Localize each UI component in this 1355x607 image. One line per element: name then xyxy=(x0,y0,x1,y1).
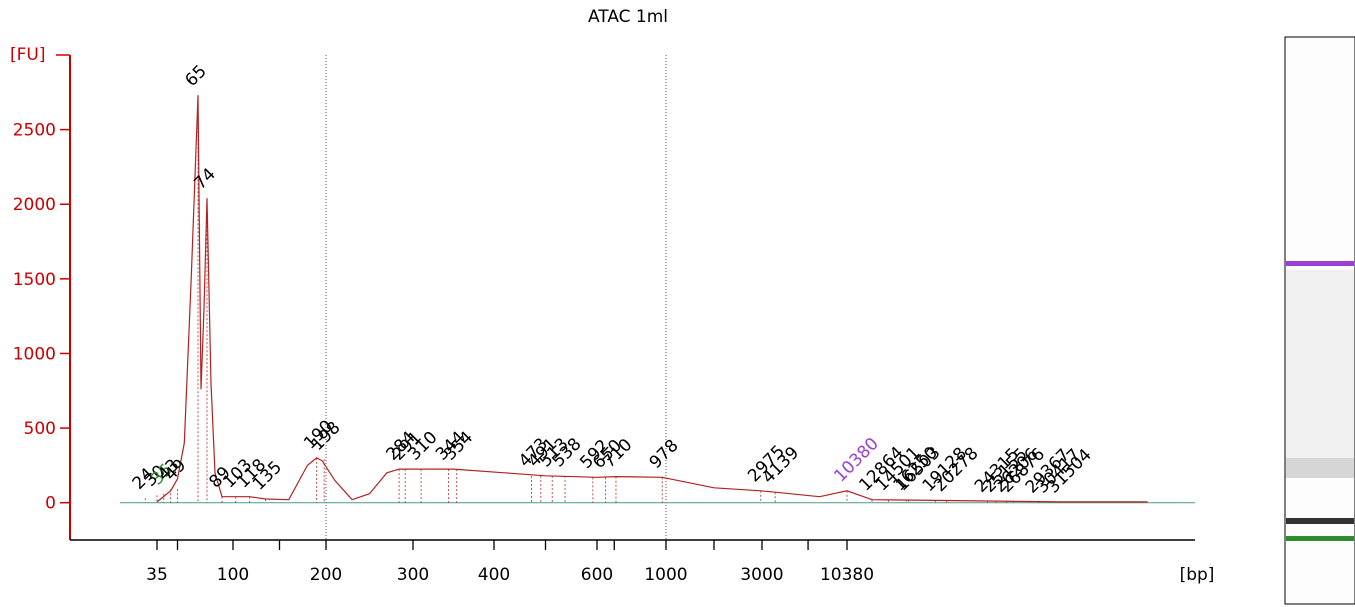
y-tick-label: 2500 xyxy=(13,121,56,141)
y-axis-label: [FU] xyxy=(10,45,46,65)
x-tick-label: 35 xyxy=(146,565,168,585)
gel-marker-band xyxy=(1286,536,1354,541)
peak-label: 978 xyxy=(646,436,683,473)
x-tick-label: 200 xyxy=(310,565,342,585)
peak-label: 65 xyxy=(181,61,210,90)
x-tick-label: 400 xyxy=(478,565,510,585)
gel-band xyxy=(1286,458,1354,478)
x-tick-label: 600 xyxy=(581,565,613,585)
y-tick-label: 1000 xyxy=(13,344,56,364)
gel-smear xyxy=(1286,270,1354,470)
y-tick-label: 2000 xyxy=(13,195,56,215)
gel-marker-band xyxy=(1286,261,1354,266)
trace-line xyxy=(156,95,1148,503)
x-tick-label: 3000 xyxy=(740,565,783,585)
plot-area: [FU] 0 500 1000 1500 2000 2500 35 100 200 300 400 60… xyxy=(10,45,1214,585)
x-tick-label: 10380 xyxy=(820,565,874,585)
x-tick-label: 1000 xyxy=(644,565,687,585)
gel-band xyxy=(1286,518,1354,524)
y-tick-label: 1500 xyxy=(13,270,56,290)
chart-title: ATAC 1ml xyxy=(588,7,668,27)
y-tick-label: 500 xyxy=(24,419,56,439)
y-tick-label: 0 xyxy=(45,494,56,514)
x-tick-label: 100 xyxy=(217,565,249,585)
gel-image xyxy=(1284,36,1355,605)
x-tick-label: 300 xyxy=(397,565,429,585)
x-axis-label: [bp] xyxy=(1180,565,1215,585)
